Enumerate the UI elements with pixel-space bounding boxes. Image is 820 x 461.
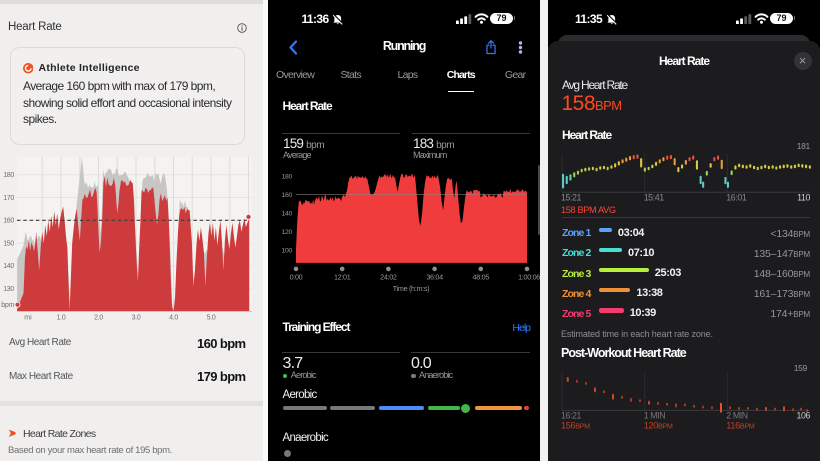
svg-text:1:00:06: 1:00:06 <box>518 272 540 281</box>
svg-text:24:02: 24:02 <box>380 272 397 281</box>
svg-text:1 MIN: 1 MIN <box>644 411 666 421</box>
svg-text:3.0: 3.0 <box>132 315 141 322</box>
svg-text:16:21: 16:21 <box>561 411 582 421</box>
svg-text:100: 100 <box>282 247 293 254</box>
svg-text:156BPM: 156BPM <box>561 421 590 431</box>
svg-text:158 BPM AVG: 158 BPM AVG <box>561 205 616 215</box>
svg-text:15:41: 15:41 <box>644 193 665 203</box>
svg-text:159: 159 <box>794 363 808 373</box>
svg-text:5.0: 5.0 <box>207 315 216 322</box>
svg-text:130: 130 <box>3 286 14 293</box>
svg-text:106: 106 <box>797 411 811 421</box>
svg-text:36:04: 36:04 <box>426 272 443 281</box>
svg-text:0:00: 0:00 <box>290 272 303 281</box>
svg-text:mi: mi <box>24 315 32 322</box>
svg-text:Time (h:m:s): Time (h:m:s) <box>393 284 429 293</box>
svg-text:160: 160 <box>3 218 14 225</box>
svg-text:48:05: 48:05 <box>473 272 490 281</box>
svg-text:1.0: 1.0 <box>57 315 66 322</box>
svg-text:180: 180 <box>3 172 14 179</box>
svg-text:140: 140 <box>3 263 14 270</box>
svg-text:150: 150 <box>3 240 14 247</box>
svg-text:15:21: 15:21 <box>561 193 582 203</box>
svg-text:181: 181 <box>797 141 811 151</box>
svg-text:12:01: 12:01 <box>334 272 351 281</box>
svg-text:16:01: 16:01 <box>726 193 747 203</box>
svg-text:2 MIN: 2 MIN <box>726 411 748 421</box>
svg-text:2.0: 2.0 <box>94 315 103 322</box>
svg-text:4.0: 4.0 <box>169 315 178 322</box>
svg-text:bpm: bpm <box>1 302 14 309</box>
svg-text:120: 120 <box>282 229 293 236</box>
svg-text:116BPM: 116BPM <box>726 421 754 431</box>
svg-text:140: 140 <box>282 210 293 217</box>
svg-text:160: 160 <box>282 192 293 199</box>
svg-text:110: 110 <box>797 193 810 203</box>
svg-text:120BPM: 120BPM <box>644 421 673 431</box>
svg-text:170: 170 <box>3 195 14 202</box>
svg-text:180: 180 <box>282 173 293 180</box>
